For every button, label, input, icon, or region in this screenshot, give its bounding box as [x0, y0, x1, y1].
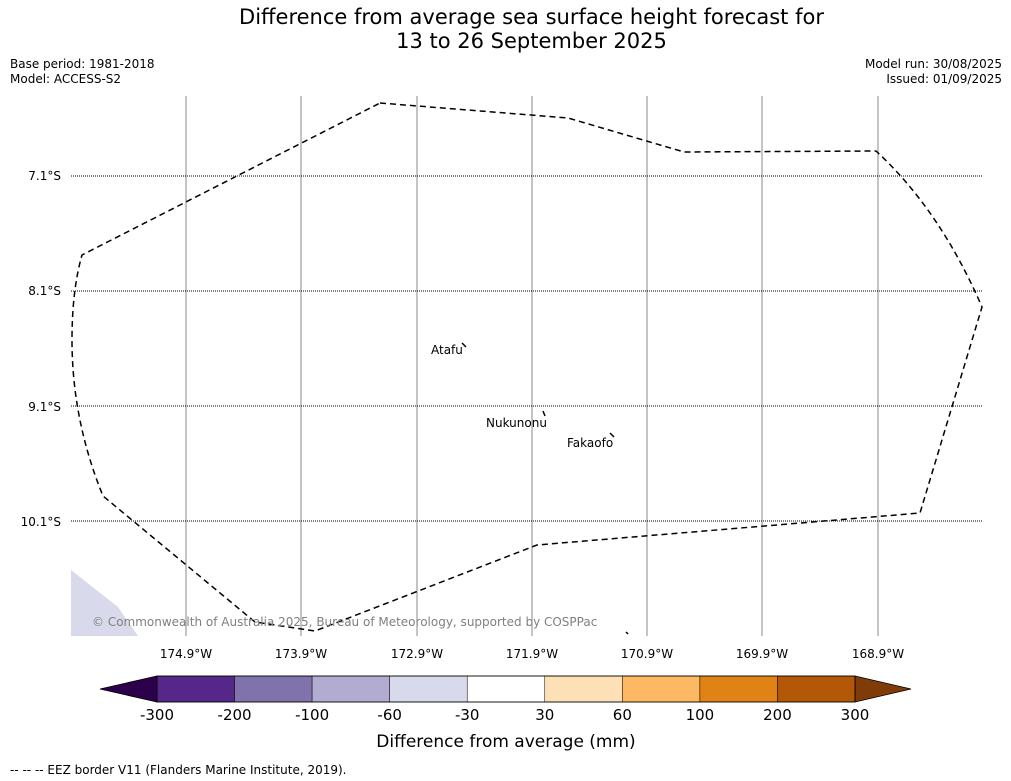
place-label-fakaofo: Fakaofo	[567, 436, 613, 450]
colorbar: -300 -200 -100 -60 -30 30 60 100 200 300	[99, 675, 912, 724]
lon-label: 168.9°W	[852, 647, 904, 661]
colorbar-segment	[311, 675, 390, 703]
colorbar-tick-label: -200	[218, 706, 252, 724]
atoll-marks	[461, 342, 629, 635]
place-label-atafu: Atafu	[431, 343, 463, 357]
colorbar-tick-label: 60	[613, 706, 632, 724]
colorbar-segment	[234, 675, 313, 703]
lat-label: 9.1°S	[28, 400, 61, 414]
model-name: Model: ACCESS-S2	[10, 72, 122, 86]
colorbar-tick-label: -100	[295, 706, 329, 724]
map-title-line-2: 13 to 26 September 2025	[396, 29, 667, 53]
colorbar-extend-low	[99, 675, 158, 703]
atafu-island-mark	[461, 342, 467, 348]
fakaofo-island-mark	[609, 432, 615, 438]
colorbar-segment	[544, 675, 623, 703]
model-run-date: Model run: 30/08/2025	[864, 57, 1002, 71]
colorbar-tick-label: 30	[535, 706, 554, 724]
latitude-gridlines	[71, 175, 982, 522]
colorbar-segment	[156, 675, 235, 703]
colorbar-tick-label: -300	[140, 706, 174, 724]
colorbar-tick-label: -30	[455, 706, 480, 724]
lon-label: 174.9°W	[160, 647, 212, 661]
land-area	[71, 570, 138, 636]
lon-label: 173.9°W	[275, 647, 327, 661]
colorbar-segment	[777, 675, 856, 703]
model-info: Base period: 1981-2018 Model: ACCESS-S2	[10, 57, 155, 87]
lat-label: 8.1°S	[28, 284, 61, 298]
colorbar-tick-label: 100	[686, 706, 715, 724]
map-title: Difference from average sea surface heig…	[0, 5, 1011, 53]
colorbar-tick-label: 300	[841, 706, 870, 724]
colorbar-outline	[156, 675, 856, 703]
colorbar-tick-label: -60	[377, 706, 402, 724]
place-label-nukunonu: Nukunonu	[486, 416, 547, 430]
colorbar-label: Difference from average (mm)	[376, 732, 635, 752]
lat-label: 7.1°S	[28, 169, 61, 183]
longitude-gridlines	[185, 96, 879, 636]
base-period: Base period: 1981-2018	[10, 57, 155, 71]
eez-footnote: -- -- -- EEZ border V11 (Flanders Marine…	[10, 763, 347, 777]
lon-label: 170.9°W	[621, 647, 673, 661]
lon-label: 171.9°W	[506, 647, 558, 661]
lon-label: 172.9°W	[391, 647, 443, 661]
run-info: Model run: 30/08/2025 Issued: 01/09/2025	[865, 57, 1002, 87]
map-title-line-1: Difference from average sea surface heig…	[239, 5, 824, 29]
colorbar-segment	[622, 675, 701, 703]
colorbar-segment	[699, 675, 778, 703]
issued-date: Issued: 01/09/2025	[886, 72, 1002, 86]
copyright-text: © Commonwealth of Australia 2025, Bureau…	[92, 615, 597, 629]
lat-label: 10.1°S	[21, 515, 61, 529]
nukunonu-island-mark	[542, 410, 546, 417]
colorbar-segment	[466, 675, 546, 703]
colorbar-segment	[389, 675, 468, 703]
islet-mark	[625, 631, 629, 635]
lon-label: 169.9°W	[736, 647, 788, 661]
eez-border	[71, 102, 983, 632]
colorbar-extend-high	[854, 675, 912, 703]
colorbar-tick-label: 200	[763, 706, 792, 724]
